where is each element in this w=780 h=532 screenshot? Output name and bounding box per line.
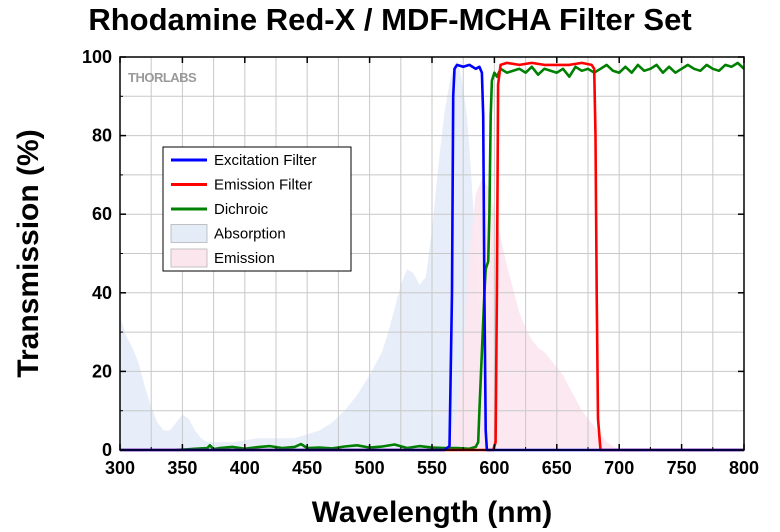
x-tick-label: 550 — [417, 458, 447, 478]
x-tick-label: 600 — [479, 458, 509, 478]
x-tick-labels: 300 350 400 450 500 550 600 650 700 750 800 — [105, 458, 759, 478]
legend-swatch-absorption — [170, 224, 208, 243]
legend-label-emission-filter: Emission Filter — [214, 177, 312, 194]
x-tick-label: 400 — [230, 458, 260, 478]
y-tick-label: 40 — [92, 283, 112, 303]
y-tick-label: 60 — [92, 204, 112, 224]
y-axis-title: Transmission (%) — [12, 129, 45, 377]
x-tick-label: 800 — [729, 458, 759, 478]
y-tick-label: 20 — [92, 361, 112, 381]
grid-lines — [120, 57, 744, 450]
legend-label-absorption: Absorption — [214, 226, 286, 243]
x-tick-label: 700 — [604, 458, 634, 478]
legend-label-dichroic: Dichroic — [214, 201, 269, 218]
y-tick-label: 100 — [82, 47, 112, 67]
area-absorption — [120, 60, 507, 451]
line-series-layer — [120, 61, 745, 452]
series-line-excitation-filter — [120, 63, 744, 452]
chart-title: Rhodamine Red-X / MDF-MCHA Filter Set — [88, 2, 692, 37]
y-tick-label: 0 — [102, 440, 112, 460]
y-tick-labels: 0 20 40 60 80 100 — [82, 47, 112, 460]
legend-label-emission: Emission — [214, 250, 275, 267]
x-tick-label: 500 — [355, 458, 385, 478]
legend-swatch-emission — [170, 248, 208, 268]
x-tick-label: 650 — [542, 458, 572, 478]
y-tick-label: 80 — [92, 126, 112, 146]
x-tick-label: 300 — [105, 458, 135, 478]
tick-marks — [119, 56, 745, 451]
series-line-emission-filter — [120, 61, 744, 452]
x-tick-label: 750 — [667, 458, 697, 478]
x-tick-label: 350 — [167, 458, 197, 478]
x-axis-title: Wavelength (nm) — [312, 496, 553, 529]
legend: Excitation Filter Emission Filter Dichroic… — [162, 146, 352, 272]
legend-label-excitation-filter: Excitation Filter — [214, 152, 317, 169]
thorlabs-logo: THORLABS — [128, 70, 197, 85]
series-line-dichroic — [176, 61, 745, 452]
x-tick-label: 450 — [292, 458, 322, 478]
